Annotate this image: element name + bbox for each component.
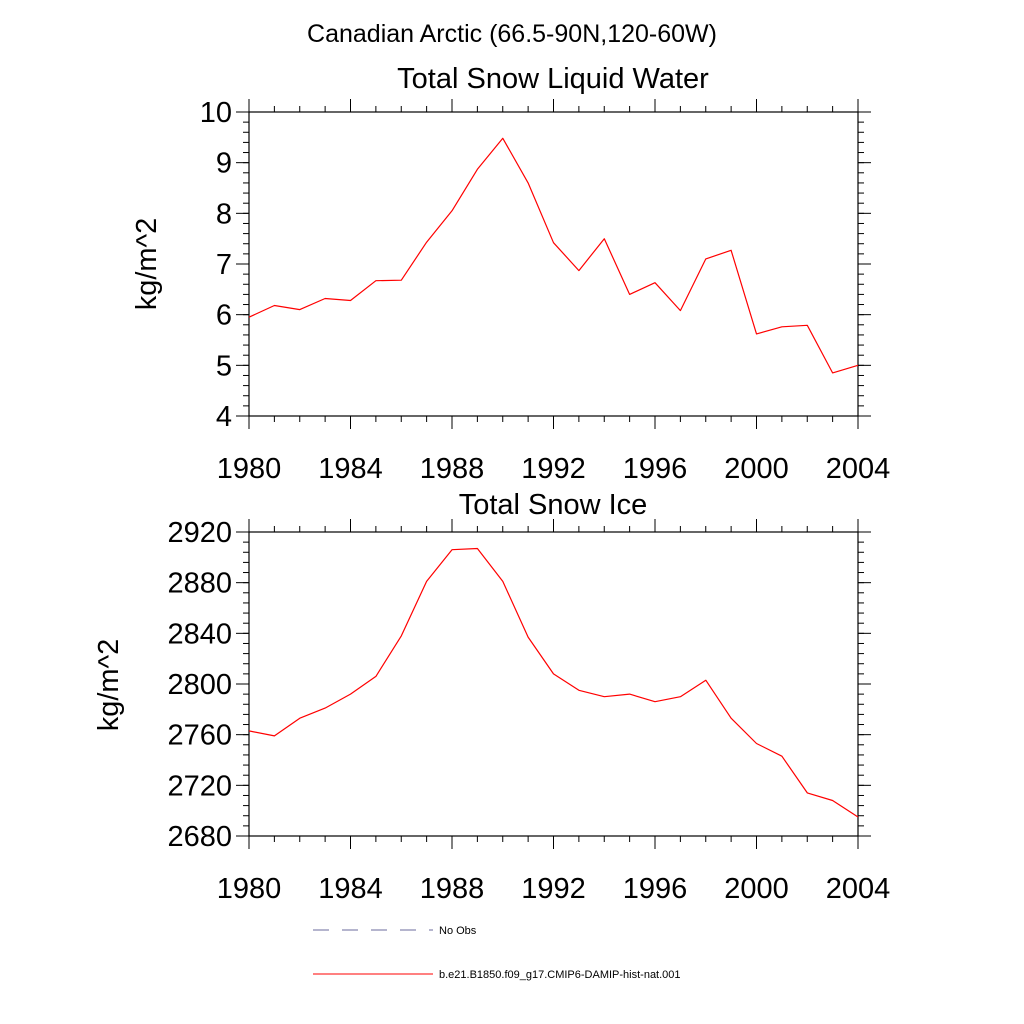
series-layer — [248, 547, 859, 818]
plot-frame — [248, 111, 859, 417]
y-axis-label: kg/m^2 — [131, 218, 163, 311]
legend-entry: No Obs — [313, 925, 477, 937]
legend-entry: b.e21.B1850.f09_g17.CMIP6-DAMIP-hist-nat… — [313, 969, 681, 981]
figure-suptitle: Canadian Arctic (66.5-90N,120-60W) — [307, 20, 717, 48]
tick-labels: 4 5 6 7 8 9 10 1980 1984 1988 1992 1996 2000 2004 — [200, 97, 891, 485]
legend-label: b.e21.B1850.f09_g17.CMIP6-DAMIP-hist-nat… — [439, 969, 681, 981]
axis-ticks — [236, 99, 871, 429]
y-tick-label: 10 — [200, 97, 232, 129]
x-tick-label: 2000 — [724, 453, 789, 485]
y-tick-label: 4 — [216, 401, 232, 433]
plot-frame — [248, 531, 859, 837]
y-tick-label: 2880 — [167, 568, 232, 600]
legend-label: No Obs — [439, 925, 477, 937]
y-tick-label: 9 — [216, 148, 232, 180]
series-line-0 — [248, 137, 859, 374]
x-tick-label: 1988 — [420, 453, 485, 485]
panel-title: Total Snow Liquid Water — [397, 63, 709, 95]
x-tick-label: 2004 — [826, 453, 891, 485]
y-tick-label: 2680 — [167, 821, 232, 853]
axis-ticks — [236, 519, 871, 849]
x-tick-label: 1980 — [217, 873, 282, 905]
y-tick-label: 5 — [216, 350, 232, 382]
series-layer — [248, 137, 859, 374]
x-tick-label: 1996 — [623, 873, 688, 905]
panel-title: Total Snow Ice — [459, 489, 648, 521]
y-tick-label: 2840 — [167, 618, 232, 650]
y-tick-label: 2800 — [167, 669, 232, 701]
x-tick-label: 1996 — [623, 453, 688, 485]
y-tick-label: 2720 — [167, 770, 232, 802]
x-tick-label: 1984 — [318, 453, 383, 485]
x-tick-label: 2000 — [724, 873, 789, 905]
series-line-0 — [248, 547, 859, 818]
tick-labels: 2680 2720 2760 2800 2840 2880 2920 1980 1984 1988… — [167, 517, 890, 905]
y-tick-label: 8 — [216, 198, 232, 230]
x-tick-label: 1992 — [521, 453, 586, 485]
x-tick-label: 1980 — [217, 453, 282, 485]
panel-snow-ice: Total Snow Ice kg/m^2 2680 2720 2760 2800 28… — [93, 489, 890, 905]
y-tick-label: 2920 — [167, 517, 232, 549]
legend: No Obs b.e21.B1850.f09_g17.CMIP6-DAMIP-h… — [313, 925, 681, 981]
y-tick-label: 2760 — [167, 720, 232, 752]
panel-liquid-water: Total Snow Liquid Water kg/m^2 4 5 6 7 8 9 10 1… — [131, 63, 890, 485]
x-tick-label: 1988 — [420, 873, 485, 905]
x-tick-label: 1992 — [521, 873, 586, 905]
x-tick-label: 1984 — [318, 873, 383, 905]
y-tick-label: 6 — [216, 300, 232, 332]
y-tick-label: 7 — [216, 249, 232, 281]
y-axis-label: kg/m^2 — [93, 639, 125, 732]
x-tick-label: 2004 — [826, 873, 891, 905]
